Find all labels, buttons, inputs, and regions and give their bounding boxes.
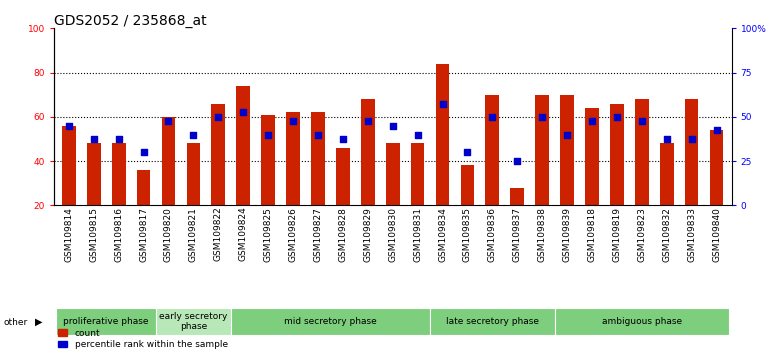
Point [411,132,424,137]
Bar [660,143,674,205]
Bar [410,143,424,205]
Bar [561,95,574,205]
Point [62,123,75,129]
Bar [610,104,624,205]
Bar [486,95,499,205]
Point [137,149,149,155]
Point [112,136,125,142]
Point [262,132,274,137]
Point [486,114,498,120]
Point [287,118,300,124]
Bar [286,113,300,205]
Point [237,110,249,115]
Text: GDS2052 / 235868_at: GDS2052 / 235868_at [54,14,206,28]
Point [312,132,324,137]
Text: early secretory
phase: early secretory phase [159,312,228,331]
Bar [685,99,698,205]
Point [536,114,548,120]
Bar [386,143,400,205]
Bar [710,130,723,205]
Bar [212,104,225,205]
Bar [585,108,599,205]
Bar [112,143,126,205]
Bar [554,308,729,335]
Bar [261,115,275,205]
Point [387,123,399,129]
Point [661,136,673,142]
Point [636,118,648,124]
Text: other: other [4,318,28,327]
Text: mid secretory phase: mid secretory phase [284,317,377,326]
Text: ambiguous phase: ambiguous phase [602,317,682,326]
Bar [186,143,200,205]
Point [88,136,100,142]
Point [685,136,698,142]
Bar [87,143,101,205]
Bar [231,308,430,335]
Point [162,118,175,124]
Point [187,132,199,137]
Bar [511,188,524,205]
Point [711,127,723,133]
Bar [156,308,231,335]
Point [362,118,374,124]
Point [561,132,573,137]
Bar [336,148,350,205]
Point [461,149,474,155]
Bar [436,64,450,205]
Point [213,114,225,120]
Point [437,101,449,107]
Point [511,158,524,164]
Bar [430,308,554,335]
Bar [236,86,250,205]
Bar [635,99,648,205]
Bar [137,170,150,205]
Bar [162,117,176,205]
Bar [311,113,325,205]
Text: late secretory phase: late secretory phase [446,317,539,326]
Text: ▶: ▶ [35,317,42,327]
Text: proliferative phase: proliferative phase [63,317,149,326]
Bar [535,95,549,205]
Bar [460,166,474,205]
Point [611,114,623,120]
Point [336,136,349,142]
Legend: count, percentile rank within the sample: count, percentile rank within the sample [59,329,228,349]
Point [586,118,598,124]
Bar [361,99,375,205]
Bar [56,308,156,335]
Bar [62,126,75,205]
